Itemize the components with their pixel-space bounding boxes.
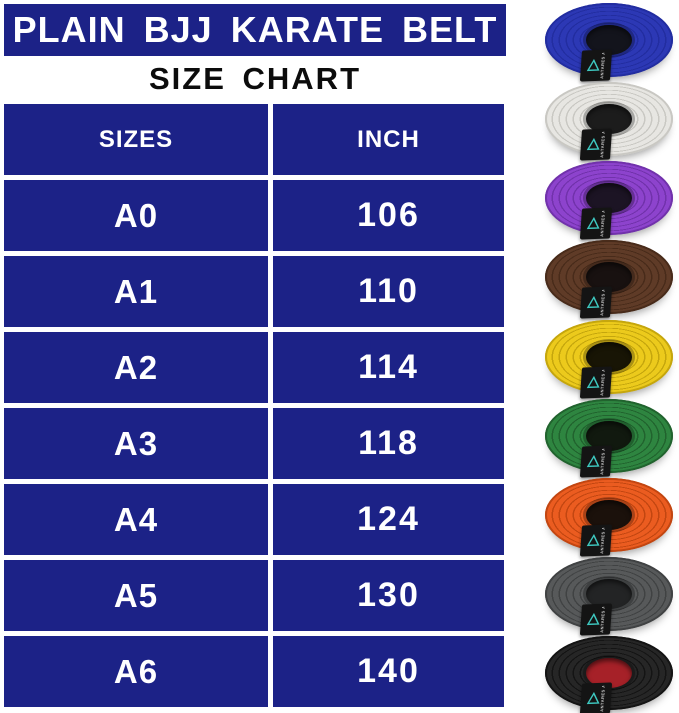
- belt-roll-green: ANTARES ATHLETICS: [545, 398, 673, 478]
- belt-brand-tag: ANTARES ATHLETICS: [579, 365, 613, 399]
- table-cell-inch: 114: [273, 332, 504, 403]
- table-cell-size: A3: [4, 408, 268, 479]
- table-cell-size: A1: [4, 256, 268, 327]
- belt-roll-orange: ANTARES ATHLETICS: [545, 477, 673, 557]
- table-cell-inch: 110: [273, 256, 504, 327]
- title-banner-text: PLAIN BJJ KARATE BELT: [12, 9, 498, 50]
- brand-triangle-logo-icon: [586, 58, 600, 72]
- brand-tag-label: ANTARES ATHLETICS: [600, 527, 606, 554]
- belt-roll-blue: ANTARES ATHLETICS: [545, 3, 673, 82]
- brand-tag-label: ANTARES ATHLETICS: [600, 606, 606, 633]
- brand-tag-label: ANTARES ATHLETICS: [600, 448, 606, 474]
- column-header-inch: INCH: [273, 104, 504, 175]
- brand-triangle-logo-icon: [586, 217, 600, 230]
- table-cell-size: A0: [4, 180, 268, 251]
- table-cell-inch: 106: [273, 180, 504, 251]
- size-chart-subtitle: SIZE CHART: [149, 61, 361, 96]
- brand-triangle-logo-icon: [586, 612, 600, 625]
- brand-tag-label: ANTARES ATHLETICS: [600, 685, 606, 712]
- belt-brand-tag: ANTARES ATHLETICS: [579, 128, 613, 161]
- brand-tag-label: ANTARES ATHLETICS: [600, 369, 606, 395]
- belt-brand-tag: ANTARES ATHLETICS: [579, 524, 613, 557]
- size-table: SIZES INCH A0 106 A1 110 A2 114 A3 118 A…: [4, 104, 504, 707]
- belt-brand-tag: ANTARES ATHLETICS: [579, 603, 613, 636]
- brand-tag-label: ANTARES ATHLETICS: [600, 210, 606, 237]
- brand-tag-label: ANTARES ATHLETICS: [600, 290, 606, 316]
- table-cell-inch: 118: [273, 408, 504, 479]
- belt-brand-tag: ANTARES ATHLETICS: [579, 445, 613, 478]
- belt-roll-yellow: ANTARES ATHLETICS: [545, 319, 673, 399]
- table-cell-size: A2: [4, 332, 268, 403]
- belt-roll-black: ANTARES ATHLETICS: [545, 636, 673, 713]
- brand-triangle-logo-icon: [586, 137, 600, 151]
- belt-roll-brown: ANTARES ATHLETICS: [545, 240, 673, 319]
- table-cell-inch: 124: [273, 484, 504, 555]
- brand-tag-label: ANTARES ATHLETICS: [600, 52, 606, 79]
- brand-triangle-logo-icon: [586, 454, 600, 467]
- table-cell-inch: 140: [273, 636, 504, 707]
- table-cell-size: A5: [4, 560, 268, 631]
- belt-roll-purple: ANTARES ATHLETICS: [545, 161, 673, 240]
- brand-triangle-logo-icon: [586, 296, 600, 309]
- belt-brand-tag: ANTARES ATHLETICS: [579, 49, 613, 82]
- belt-roll-white: ANTARES ATHLETICS: [545, 82, 673, 161]
- belt-brand-tag: ANTARES ATHLETICS: [579, 207, 613, 240]
- brand-tag-label: ANTARES ATHLETICS: [600, 131, 606, 158]
- belt-roll-gray: ANTARES ATHLETICS: [545, 556, 673, 636]
- belt-rolls-column: ANTARES ATHLETICS ANTARES ATHLETICS ANTA…: [542, 3, 676, 713]
- belt-brand-tag: ANTARES ATHLETICS: [579, 286, 613, 319]
- brand-triangle-logo-icon: [586, 375, 600, 388]
- title-banner: PLAIN BJJ KARATE BELT: [4, 4, 506, 56]
- belt-brand-tag: ANTARES ATHLETICS: [579, 682, 613, 713]
- brand-triangle-logo-icon: [586, 533, 600, 546]
- table-cell-size: A6: [4, 636, 268, 707]
- table-cell-inch: 130: [273, 560, 504, 631]
- table-cell-size: A4: [4, 484, 268, 555]
- column-header-sizes: SIZES: [4, 104, 268, 175]
- brand-triangle-logo-icon: [586, 691, 600, 705]
